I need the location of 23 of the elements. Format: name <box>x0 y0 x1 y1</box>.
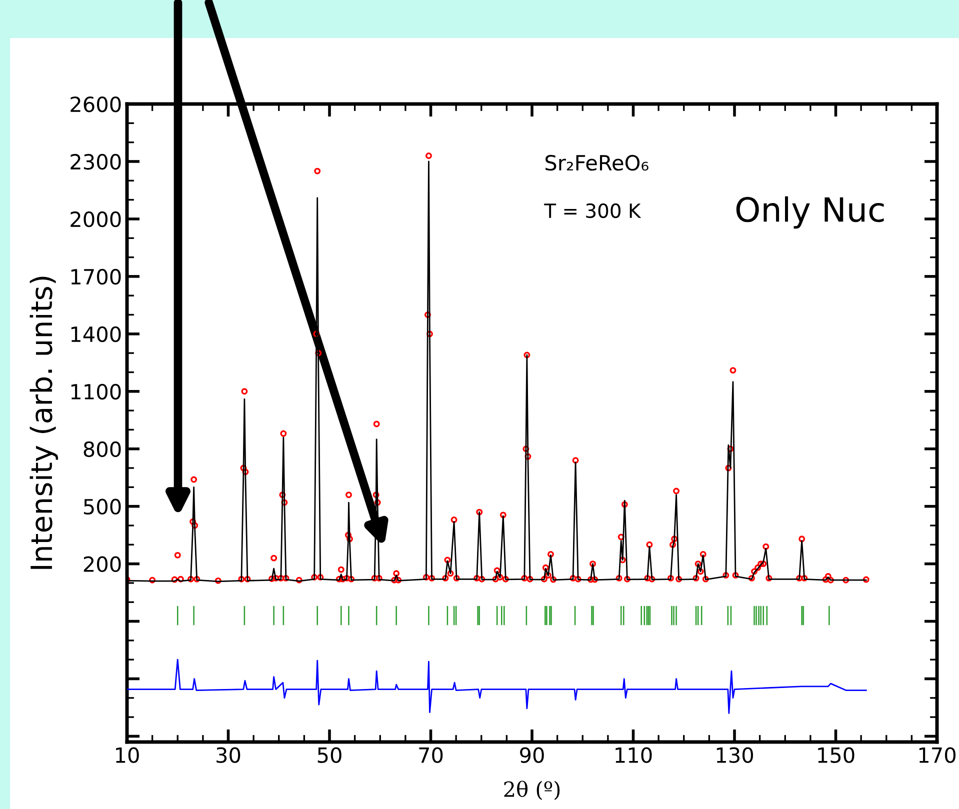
annotation: Sr₂FeReO₆ <box>546 154 648 171</box>
y-tick-label: 1400 <box>71 326 121 342</box>
y-tick-label: 2000 <box>70 211 121 228</box>
y-tick-label: 800 <box>84 441 121 458</box>
y-tick-label: 2300 <box>70 154 121 170</box>
y-tick-label: 1100 <box>71 384 121 400</box>
x-axis-title: 2θ (º) <box>504 780 560 800</box>
x-tick-label: 110 <box>616 747 652 763</box>
x-tick-label: 90 <box>520 747 544 763</box>
x-tick-label: 70 <box>419 747 443 763</box>
x-tick-label: 50 <box>318 747 342 763</box>
y-tick-label: 2600 <box>70 96 121 112</box>
x-tick-label: 150 <box>818 747 854 763</box>
y-tick-label: 200 <box>84 556 121 572</box>
x-tick-label: 10 <box>116 747 139 763</box>
x-tick-label: 30 <box>216 747 240 763</box>
y-tick-label: 500 <box>84 498 121 515</box>
annotation: Only Nuc <box>736 196 884 229</box>
x-tick-label: 130 <box>716 747 753 763</box>
y-tick-label: 1700 <box>71 268 121 285</box>
y-axis-title: Intensity (arb. units) <box>30 276 58 569</box>
annotation: T = 300 K <box>544 203 642 218</box>
x-tick-label: 170 <box>919 747 956 763</box>
